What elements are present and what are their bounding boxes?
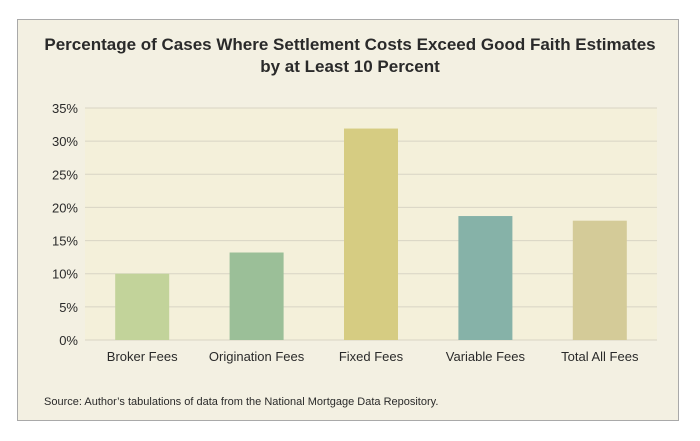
x-tick-label-broker-fees: Broker Fees bbox=[107, 349, 178, 364]
x-tick-label-variable-fees: Variable Fees bbox=[446, 349, 526, 364]
chart-title-line-2: by at Least 10 Percent bbox=[260, 57, 440, 76]
bar-origination-fees bbox=[229, 252, 284, 340]
bar-fixed-fees bbox=[344, 128, 398, 340]
y-tick-label-35: 35% bbox=[52, 101, 78, 116]
chart-title-line-1: Percentage of Cases Where Settlement Cos… bbox=[44, 35, 656, 54]
bar-variable-fees bbox=[458, 216, 513, 340]
y-tick-label-10: 10% bbox=[52, 267, 78, 282]
bar-total-all-fees bbox=[572, 220, 627, 340]
y-tick-label-0: 0% bbox=[59, 333, 78, 348]
y-tick-label-15: 15% bbox=[52, 234, 78, 249]
x-tick-label-total-all-fees: Total All Fees bbox=[561, 349, 639, 364]
y-tick-label-5: 5% bbox=[59, 300, 78, 315]
source-note: Source: Author’s tabulations of data fro… bbox=[44, 396, 439, 408]
x-tick-label-fixed-fees: Fixed Fees bbox=[339, 349, 404, 364]
x-tick-label-origination-fees: Origination Fees bbox=[209, 349, 305, 364]
chart-title: Percentage of Cases Where Settlement Cos… bbox=[0, 34, 700, 78]
y-tick-label-30: 30% bbox=[52, 134, 78, 149]
y-tick-label-25: 25% bbox=[52, 167, 78, 182]
y-tick-label-20: 20% bbox=[52, 200, 78, 215]
bar-broker-fees bbox=[115, 273, 170, 340]
